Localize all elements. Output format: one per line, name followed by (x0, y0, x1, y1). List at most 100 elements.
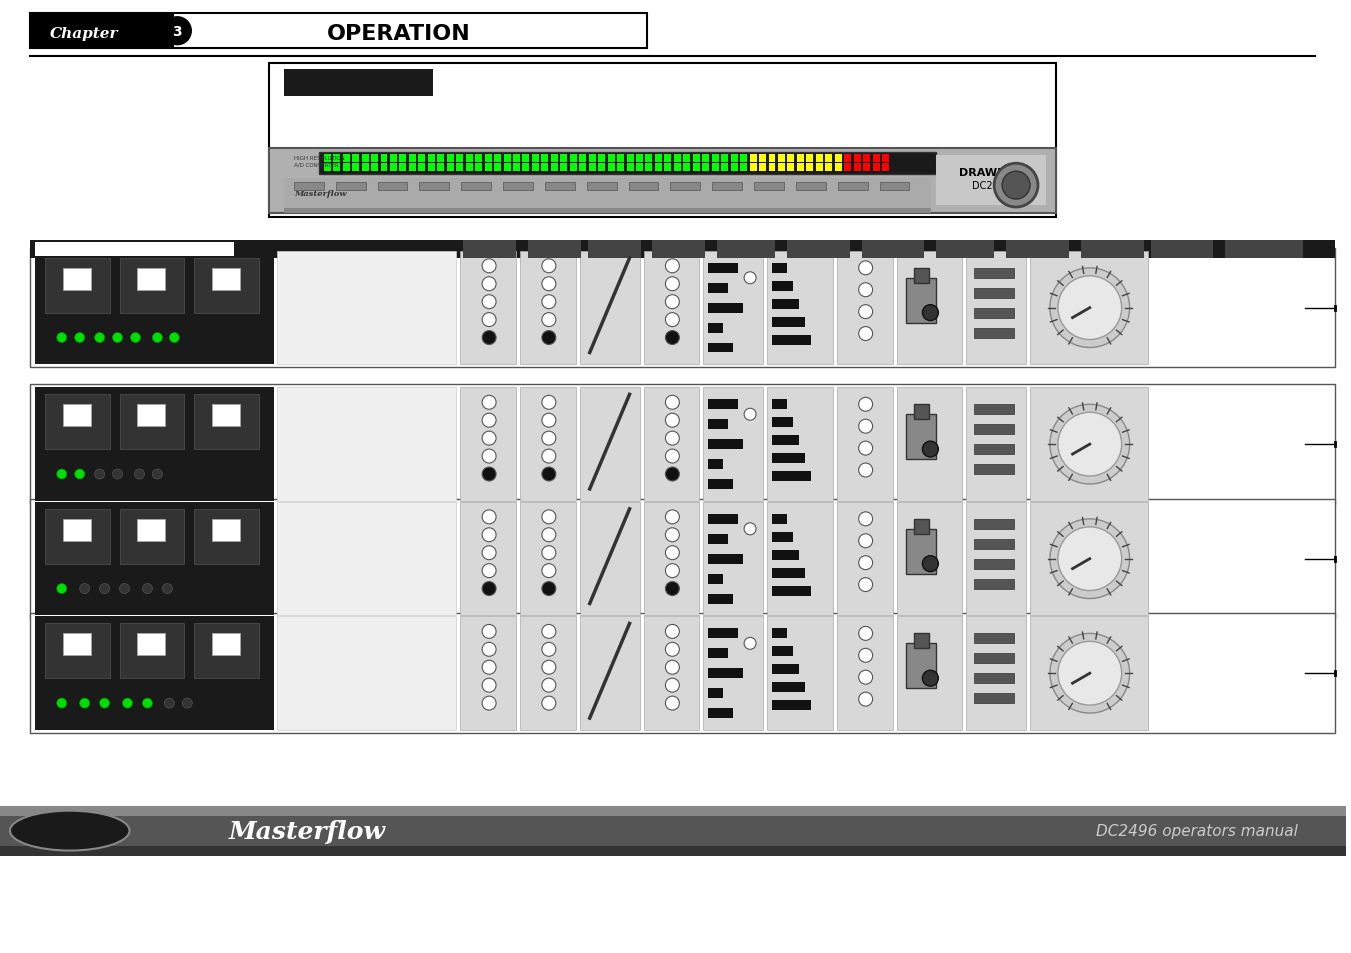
Bar (708, 283, 728, 294)
Bar (665, 164, 671, 172)
Bar (30, 13, 647, 49)
Bar (767, 388, 832, 501)
Circle shape (142, 699, 153, 708)
Bar (580, 164, 586, 172)
Bar (771, 550, 798, 560)
Circle shape (666, 395, 680, 410)
Bar (476, 164, 482, 172)
Bar (542, 155, 549, 163)
Bar (438, 164, 444, 172)
Bar (466, 155, 473, 163)
Circle shape (95, 334, 104, 343)
Circle shape (859, 535, 873, 548)
Bar (335, 183, 366, 191)
Circle shape (1050, 405, 1129, 484)
Text: 3: 3 (173, 25, 182, 39)
Bar (419, 164, 426, 172)
Bar (974, 328, 1015, 338)
Bar (636, 155, 643, 163)
Circle shape (666, 332, 680, 345)
Circle shape (482, 295, 496, 310)
Bar (771, 532, 793, 542)
Bar (212, 519, 240, 541)
Circle shape (542, 511, 555, 524)
Circle shape (95, 470, 104, 479)
Bar (551, 164, 558, 172)
Bar (769, 155, 775, 163)
Bar (974, 289, 1015, 298)
Circle shape (57, 470, 66, 479)
Bar (754, 183, 784, 191)
Circle shape (482, 660, 496, 675)
Bar (30, 241, 1335, 258)
Circle shape (542, 679, 555, 693)
Circle shape (859, 398, 873, 412)
Bar (212, 634, 240, 656)
Bar (485, 164, 492, 172)
Circle shape (859, 671, 873, 684)
Circle shape (859, 441, 873, 456)
Bar (138, 519, 165, 541)
Circle shape (542, 277, 555, 292)
Bar (670, 183, 700, 191)
Bar (617, 164, 624, 172)
Bar (788, 155, 794, 163)
Circle shape (859, 463, 873, 477)
Bar (277, 252, 457, 365)
Bar (617, 155, 624, 163)
Circle shape (482, 511, 496, 524)
Text: HIGH RESOLUTION
A/D CONVERTER: HIGH RESOLUTION A/D CONVERTER (295, 156, 345, 167)
Circle shape (666, 295, 680, 310)
Bar (277, 502, 457, 616)
Circle shape (162, 584, 173, 594)
Circle shape (100, 699, 109, 708)
Bar (532, 155, 539, 163)
Bar (269, 64, 1056, 218)
Bar (731, 164, 738, 172)
Bar (708, 708, 734, 719)
Bar (277, 617, 457, 730)
Bar (494, 155, 501, 163)
Circle shape (112, 470, 123, 479)
Circle shape (859, 327, 873, 341)
Bar (447, 164, 454, 172)
Bar (966, 252, 1025, 365)
Bar (372, 155, 378, 163)
Circle shape (542, 295, 555, 310)
Circle shape (482, 642, 496, 657)
Circle shape (482, 259, 496, 274)
Bar (30, 614, 1335, 733)
Bar (0, 845, 1346, 856)
Bar (693, 155, 700, 163)
Bar (119, 258, 184, 314)
Bar (580, 388, 639, 501)
Circle shape (542, 642, 555, 657)
Bar (708, 303, 743, 314)
Bar (771, 664, 798, 675)
Circle shape (859, 693, 873, 706)
Bar (771, 454, 805, 463)
Bar (1029, 617, 1147, 730)
Bar (897, 617, 962, 730)
Bar (873, 164, 880, 172)
Bar (269, 149, 1056, 213)
Bar (915, 405, 929, 419)
Circle shape (169, 334, 180, 343)
Circle shape (119, 584, 130, 594)
Bar (974, 445, 1015, 455)
Circle shape (542, 660, 555, 675)
Bar (586, 183, 616, 191)
Bar (580, 252, 639, 365)
Bar (759, 164, 766, 172)
Bar (788, 164, 794, 172)
Bar (717, 241, 775, 258)
Bar (740, 155, 747, 163)
Bar (138, 269, 165, 291)
Bar (438, 155, 444, 163)
Bar (674, 164, 681, 172)
Bar (708, 594, 734, 604)
Bar (771, 515, 786, 524)
Bar (212, 405, 240, 427)
Circle shape (482, 332, 496, 345)
Circle shape (123, 699, 132, 708)
